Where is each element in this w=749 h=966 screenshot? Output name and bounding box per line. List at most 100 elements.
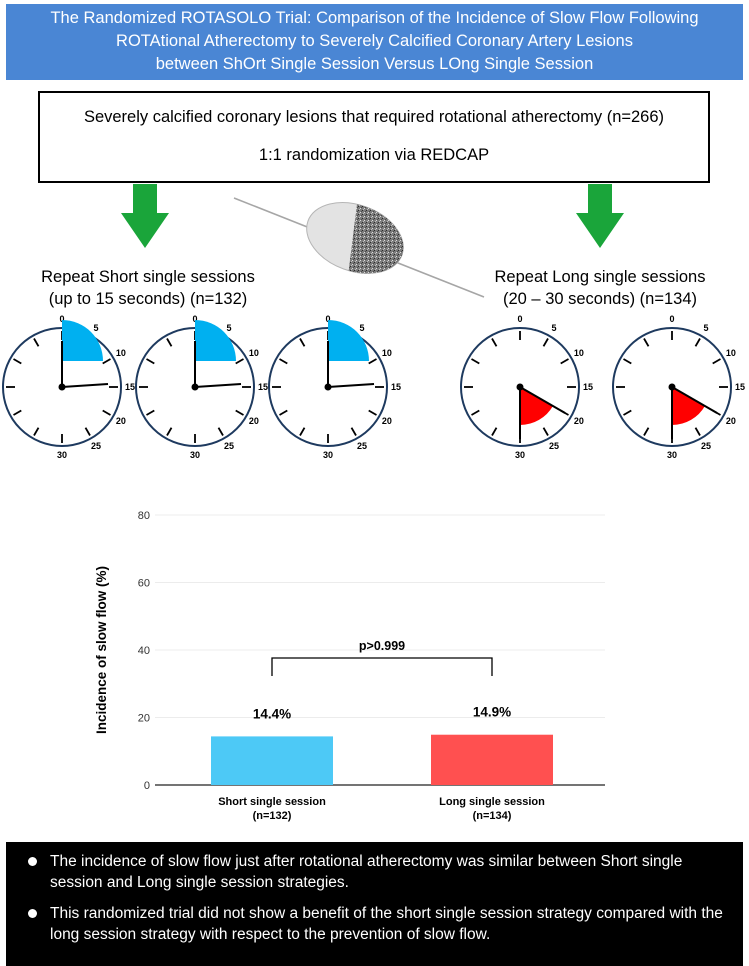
clock-tick-mark	[279, 358, 288, 365]
clock-tick-mark	[542, 338, 549, 347]
clock-center	[516, 383, 524, 391]
clock-tick-label: 5	[359, 323, 364, 333]
clock-tick-mark	[299, 427, 306, 436]
clock-tick-mark	[166, 427, 173, 436]
x-tick-label: Short single session	[218, 796, 326, 808]
long-arm-label-line-1: Repeat Long single sessions	[494, 268, 706, 286]
y-axis-label: Incidence of slow flow (%)	[94, 566, 109, 734]
long-arm-label: Repeat Long single sessions (20 – 30 sec…	[475, 266, 725, 310]
significance-bracket	[271, 657, 493, 676]
session-duration-sector	[520, 387, 553, 425]
clock-tick-mark	[542, 427, 549, 436]
conclusion-text-2: This randomized trial did not show a ben…	[50, 905, 723, 943]
clock-tick-label: 0	[517, 314, 522, 324]
x-tick-label: (n=132)	[253, 810, 292, 822]
clock-tick-label: 30	[515, 450, 525, 460]
clock-tick-label: 10	[574, 348, 584, 358]
clock-tick-mark	[235, 358, 244, 365]
clock-tick-mark	[146, 358, 155, 365]
clock-tick-label: 5	[551, 323, 556, 333]
clock-center	[324, 383, 332, 391]
session-duration-sector	[62, 320, 103, 361]
diagram-canvas: 0 5 10 15 20 25 30 0 5 10 15 20 25 30 0 5 10 15 20 25 30 0 5 10…	[2, 184, 745, 822]
y-tick-label: 40	[138, 645, 150, 657]
clock-center	[58, 383, 66, 391]
session-duration-sector	[328, 320, 369, 361]
y-tick-label: 20	[138, 713, 150, 725]
clock-tick-label: 30	[667, 450, 677, 460]
clock-hand	[671, 386, 718, 414]
clock-center	[191, 383, 199, 391]
clock-tick-mark	[368, 409, 377, 416]
clock-tick-label: 10	[382, 348, 392, 358]
x-tick-label: (n=134)	[473, 810, 512, 822]
clock-tick-mark	[694, 338, 701, 347]
clock-hand	[61, 383, 109, 388]
clock-tick-label: 25	[701, 441, 711, 451]
short-session-clock-1: 0 5 10 15 20 25 30	[2, 314, 135, 460]
session-duration-sector	[672, 387, 705, 425]
long-session-clock-2: 0 5 10 15 20 25 30	[612, 314, 745, 460]
clock-hand	[327, 383, 375, 388]
clock-tick-label: 0	[325, 314, 330, 324]
clock-tick-label: 30	[323, 450, 333, 460]
clock-tick-mark	[102, 409, 111, 416]
bar-data-label: 14.4%	[253, 706, 291, 721]
clock-tick-mark	[623, 358, 632, 365]
clock-tick-mark	[217, 427, 224, 436]
long-arm-arrow-icon	[576, 184, 624, 248]
clock-tick-mark	[33, 427, 40, 436]
clock-hand	[194, 383, 242, 388]
clock-tick-mark	[712, 358, 721, 365]
long-session-clock-1: 0 5 10 15 20 25 30	[460, 314, 593, 460]
x-tick-label: Long single session	[439, 796, 545, 808]
clock-tick-label: 10	[249, 348, 259, 358]
conclusions-box: The incidence of slow flow just after ro…	[6, 842, 743, 966]
title-line-1: The Randomized ROTASOLO Trial: Compariso…	[50, 9, 699, 27]
clock-tick-label: 20	[726, 416, 736, 426]
clock-tick-label: 20	[116, 416, 126, 426]
long-arm-label-line-2: (20 – 30 seconds) (n=134)	[503, 290, 697, 308]
clock-tick-mark	[279, 409, 288, 416]
population-box: Severely calcified coronary lesions that…	[38, 91, 710, 183]
bar-short-session	[211, 736, 333, 785]
clock-tick-mark	[33, 338, 40, 347]
clock-tick-label: 15	[125, 382, 135, 392]
clock-tick-label: 30	[57, 450, 67, 460]
clock-tick-label: 15	[735, 382, 745, 392]
title-banner: The Randomized ROTASOLO Trial: Compariso…	[6, 4, 743, 80]
clock-tick-mark	[560, 358, 569, 365]
clock-tick-mark	[623, 409, 632, 416]
clock-tick-mark	[471, 358, 480, 365]
short-arm-arrow-icon	[121, 184, 169, 248]
short-arm-label: Repeat Short single sessions (up to 15 s…	[28, 266, 268, 310]
clock-tick-label: 15	[583, 382, 593, 392]
clock-tick-label: 15	[258, 382, 268, 392]
clock-tick-label: 5	[93, 323, 98, 333]
randomization-text: 1:1 randomization via REDCAP	[258, 146, 490, 164]
y-tick-label: 60	[138, 578, 150, 590]
clock-tick-label: 25	[91, 441, 101, 451]
clock-tick-label: 0	[192, 314, 197, 324]
clock-tick-label: 0	[59, 314, 64, 324]
clock-tick-label: 20	[382, 416, 392, 426]
clock-tick-label: 20	[249, 416, 259, 426]
population-description: Severely calcified coronary lesions that…	[83, 108, 665, 126]
clock-tick-label: 25	[357, 441, 367, 451]
conclusion-item: The incidence of slow flow just after ro…	[28, 851, 735, 893]
short-arm-label-line-1: Repeat Short single sessions	[41, 268, 255, 286]
bar-data-label: 14.9%	[473, 705, 511, 720]
clock-tick-mark	[13, 409, 22, 416]
session-duration-sector	[195, 320, 236, 361]
clock-tick-mark	[146, 409, 155, 416]
clock-tick-mark	[368, 358, 377, 365]
p-value-annotation: p>0.999	[359, 639, 405, 653]
clock-tick-label: 20	[574, 416, 584, 426]
title-line-3: between ShOrt Single Session Versus LOng…	[155, 55, 594, 73]
clock-tick-label: 30	[190, 450, 200, 460]
rotablator-burr-icon	[233, 189, 485, 298]
clock-tick-mark	[350, 427, 357, 436]
conclusion-item: This randomized trial did not show a ben…	[28, 903, 735, 945]
clock-tick-label: 10	[116, 348, 126, 358]
clock-tick-label: 5	[226, 323, 231, 333]
